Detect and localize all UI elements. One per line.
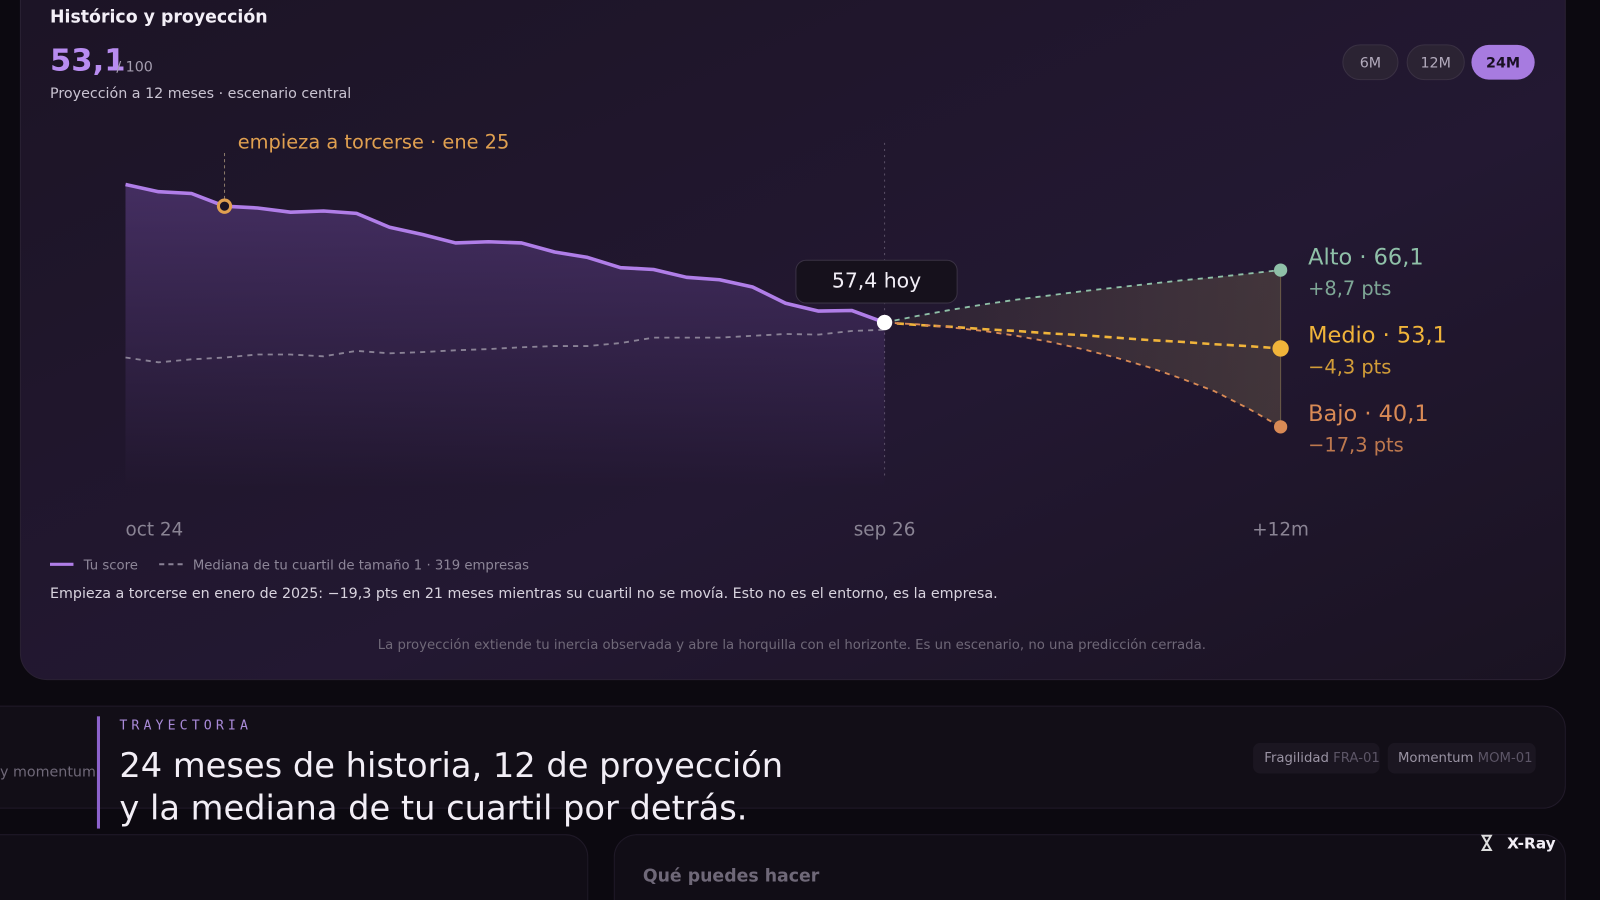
legend-label: Mediana de tu cuartil de tamaño 1 · 319 …: [193, 558, 529, 573]
endpoint: [1273, 420, 1288, 434]
accent-bar: [96, 716, 100, 829]
chip-text[interactable]: Fragilidad FRA-01: [1264, 751, 1380, 766]
scenario-delta: −4,3 pts: [1308, 355, 1391, 378]
chip-label: Momentum: [1398, 751, 1474, 766]
bottom-card: [613, 834, 1566, 900]
section-card: [0, 705, 1566, 809]
scenario-delta: −17,3 pts: [1308, 434, 1404, 457]
chip-label: Fragilidad: [1264, 751, 1329, 766]
endpoint: [1273, 263, 1288, 277]
tooltip: [795, 259, 958, 304]
card-title: Histórico y proyección: [50, 7, 268, 27]
x-tick-label: oct 24: [126, 520, 184, 541]
plot: oct 24 sep 26 +12m Alto · 66,1 +8,7 pts Medio…: [125, 130, 1447, 541]
score-line: [125, 182, 886, 325]
legend-label: Tu score: [83, 558, 138, 573]
projection-line: [884, 321, 1282, 428]
scenario-label: Bajo · 40,1: [1308, 401, 1428, 427]
score: 53,1: [50, 44, 126, 79]
brand[interactable]: X-Ray: [1507, 834, 1556, 852]
kicker: TRAYECTORIA: [119, 719, 252, 734]
footnote: La proyección extiende tu inercia observ…: [378, 637, 1206, 653]
note: Empieza a torcerse en enero de 2025: −19…: [50, 586, 998, 602]
turning-point: [216, 198, 233, 214]
chip[interactable]: [1253, 742, 1380, 774]
range-button[interactable]: [1342, 44, 1399, 81]
endpoint: [1272, 340, 1289, 357]
chip-code: FRA-01: [1333, 751, 1380, 766]
chip-code: MOM-01: [1478, 751, 1533, 766]
range-label[interactable]: 24M: [1486, 55, 1520, 71]
today-point: [876, 314, 893, 331]
chip-text[interactable]: Momentum MOM-01: [1398, 751, 1533, 766]
score-area: [125, 184, 885, 488]
range-label[interactable]: 12M: [1420, 55, 1450, 71]
chip[interactable]: [1387, 742, 1536, 774]
brand-icon: [1480, 834, 1493, 852]
range-label[interactable]: 6M: [1360, 55, 1381, 71]
projection-fan: [884, 270, 1281, 427]
scenario-label: Alto · 66,1: [1308, 244, 1423, 270]
median-line: [125, 328, 885, 364]
range-buttons: 6M 12M 24M: [1342, 44, 1535, 81]
tooltip-text: 57,4 hoy: [832, 269, 921, 293]
heading-line: 24 meses de historia, 12 de proyección: [119, 746, 783, 785]
subtitle: Proyección a 12 meses · escenario centra…: [50, 86, 351, 102]
range-button[interactable]: [1406, 44, 1465, 81]
x-tick-label: +12m: [1252, 520, 1309, 541]
range-button[interactable]: [1471, 44, 1535, 80]
scenario-delta: +8,7 pts: [1308, 277, 1391, 300]
annotation: empieza a torcerse · ene 25: [238, 130, 510, 153]
scenario-label: Medio · 53,1: [1308, 323, 1447, 349]
card-title: Qué puedes hacer: [643, 867, 820, 887]
side-text: y momentum.: [0, 764, 100, 780]
score-max: / 100: [116, 59, 153, 75]
x-tick-label: sep 26: [854, 520, 916, 541]
heading-line: y la mediana de tu cuartil por detrás.: [119, 789, 747, 828]
bottom-card: [0, 834, 589, 900]
